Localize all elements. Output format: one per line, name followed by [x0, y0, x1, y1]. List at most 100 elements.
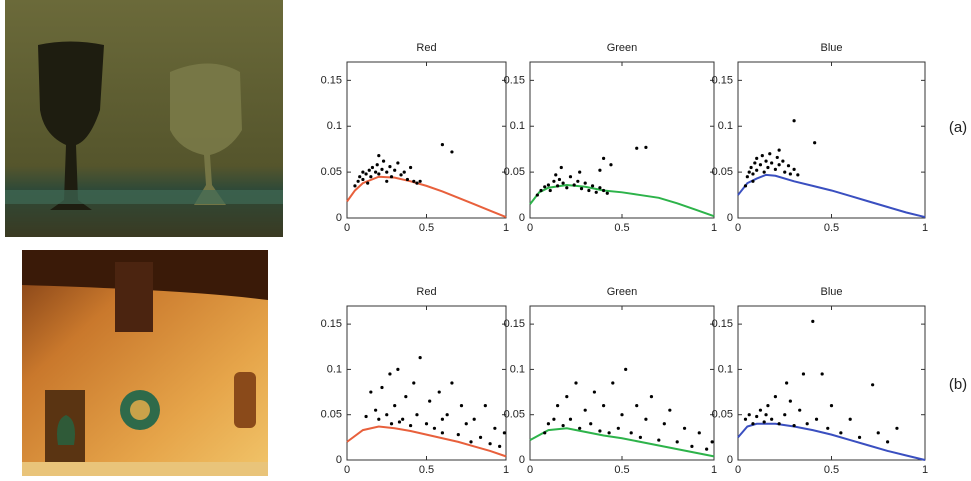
- point: [777, 148, 781, 152]
- point: [450, 150, 454, 154]
- point: [554, 173, 558, 177]
- point: [760, 154, 764, 158]
- x-tick-label: 0.5: [824, 464, 839, 476]
- point: [644, 417, 648, 421]
- point: [393, 168, 397, 172]
- x-tick-label: 0: [735, 464, 741, 476]
- y-tick-label: 0.1: [718, 363, 733, 375]
- point: [758, 408, 763, 412]
- point: [762, 170, 766, 174]
- point: [415, 413, 419, 417]
- point: [370, 165, 375, 170]
- chart-title: Blue: [820, 42, 842, 54]
- plot-frame: [737, 305, 926, 461]
- point: [546, 183, 551, 187]
- point: [820, 372, 824, 376]
- point: [502, 431, 507, 435]
- point: [568, 417, 573, 421]
- point: [747, 413, 751, 417]
- y-tick-label: 0.1: [718, 120, 733, 132]
- chart-title: Red: [416, 42, 436, 54]
- point: [375, 163, 379, 167]
- point: [583, 181, 587, 185]
- point: [440, 431, 444, 435]
- point: [629, 431, 633, 435]
- point: [598, 186, 602, 190]
- point: [367, 168, 371, 172]
- x-tick-label: 1: [503, 464, 509, 476]
- point: [366, 181, 370, 185]
- point: [412, 381, 416, 385]
- point: [635, 404, 639, 408]
- point: [611, 381, 615, 385]
- point: [749, 165, 753, 170]
- point: [764, 413, 768, 417]
- point: [662, 422, 666, 426]
- plot-frame: [737, 61, 926, 219]
- point: [755, 168, 759, 172]
- point: [432, 426, 437, 430]
- point: [488, 442, 492, 446]
- y-tick-label: 0.1: [327, 120, 342, 132]
- point: [895, 426, 899, 430]
- point: [437, 390, 441, 394]
- point: [758, 163, 763, 167]
- point: [377, 172, 381, 176]
- y-tick-label: 0: [336, 212, 342, 224]
- point: [543, 431, 547, 435]
- point: [766, 165, 770, 170]
- point: [773, 394, 778, 399]
- point: [624, 367, 628, 372]
- y-tick-label: 0: [336, 454, 342, 466]
- point: [607, 431, 611, 435]
- point: [561, 423, 565, 428]
- point: [826, 426, 830, 430]
- point: [777, 163, 781, 167]
- point: [886, 440, 890, 444]
- point: [557, 177, 562, 182]
- point: [578, 426, 582, 430]
- x-tick-label: 0.5: [824, 222, 839, 234]
- point: [805, 422, 809, 426]
- point: [773, 167, 778, 171]
- point: [766, 404, 770, 408]
- point: [814, 417, 819, 421]
- chart: Blue 0 0.05 0.1 0.15 0 0.5 1: [712, 42, 928, 234]
- point: [620, 413, 624, 417]
- chart: Red 0 0.05 0.1 0.15 0 0.5 1: [321, 286, 509, 476]
- point: [755, 156, 759, 160]
- x-tick-label: 0: [527, 464, 533, 476]
- y-tick-label: 0.15: [712, 318, 733, 330]
- point: [556, 184, 560, 188]
- x-tick-label: 1: [711, 464, 717, 476]
- point: [389, 422, 394, 426]
- curve: [529, 183, 715, 218]
- point: [598, 429, 602, 433]
- point: [552, 179, 556, 183]
- point: [839, 431, 843, 435]
- point: [552, 417, 556, 421]
- point: [409, 423, 413, 428]
- point: [389, 175, 394, 179]
- point: [418, 179, 422, 183]
- chart-title: Green: [607, 42, 638, 54]
- point: [472, 417, 476, 421]
- row-label: (a): [949, 119, 967, 136]
- point: [876, 431, 880, 435]
- point: [657, 438, 661, 442]
- point: [589, 422, 593, 426]
- point: [743, 184, 748, 188]
- point: [353, 184, 357, 188]
- point: [675, 440, 679, 444]
- point: [668, 408, 672, 412]
- point: [374, 408, 378, 412]
- point: [546, 422, 551, 426]
- point: [450, 381, 454, 385]
- point: [397, 420, 402, 424]
- point: [459, 404, 464, 408]
- point: [535, 193, 539, 197]
- point: [590, 184, 595, 188]
